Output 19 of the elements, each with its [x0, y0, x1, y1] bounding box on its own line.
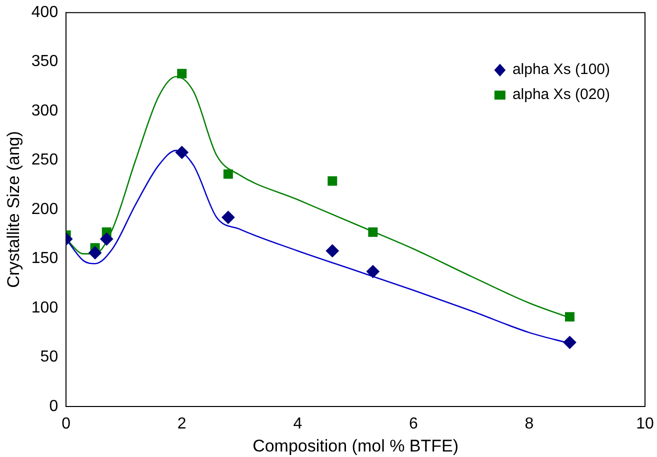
y-axis-title: Crystallite Size (ang): [4, 131, 23, 288]
y-tick-label: 350: [31, 53, 58, 70]
y-tick-label: 200: [31, 200, 58, 218]
x-tick-label: 10: [636, 415, 654, 432]
x-tick-label: 0: [62, 415, 71, 432]
x-tick-label: 8: [524, 415, 534, 432]
y-tick-label: 0: [49, 398, 58, 415]
x-tick-label: 6: [408, 415, 418, 432]
legend-label: alpha Xs (100): [512, 61, 610, 78]
y-tick-label: 50: [40, 348, 58, 366]
legend-label: alpha Xs (020): [512, 86, 610, 104]
y-tick-label: 300: [31, 102, 58, 120]
x-axis-title: Composition (mol % BTFE): [252, 436, 459, 456]
y-tick-label: 250: [31, 152, 58, 169]
x-tick-label: 2: [177, 415, 186, 432]
y-tick-label: 400: [31, 4, 58, 22]
y-tick-label: 100: [31, 299, 58, 316]
y-tick-label: 150: [31, 250, 58, 268]
x-tick-label: 4: [293, 415, 302, 432]
